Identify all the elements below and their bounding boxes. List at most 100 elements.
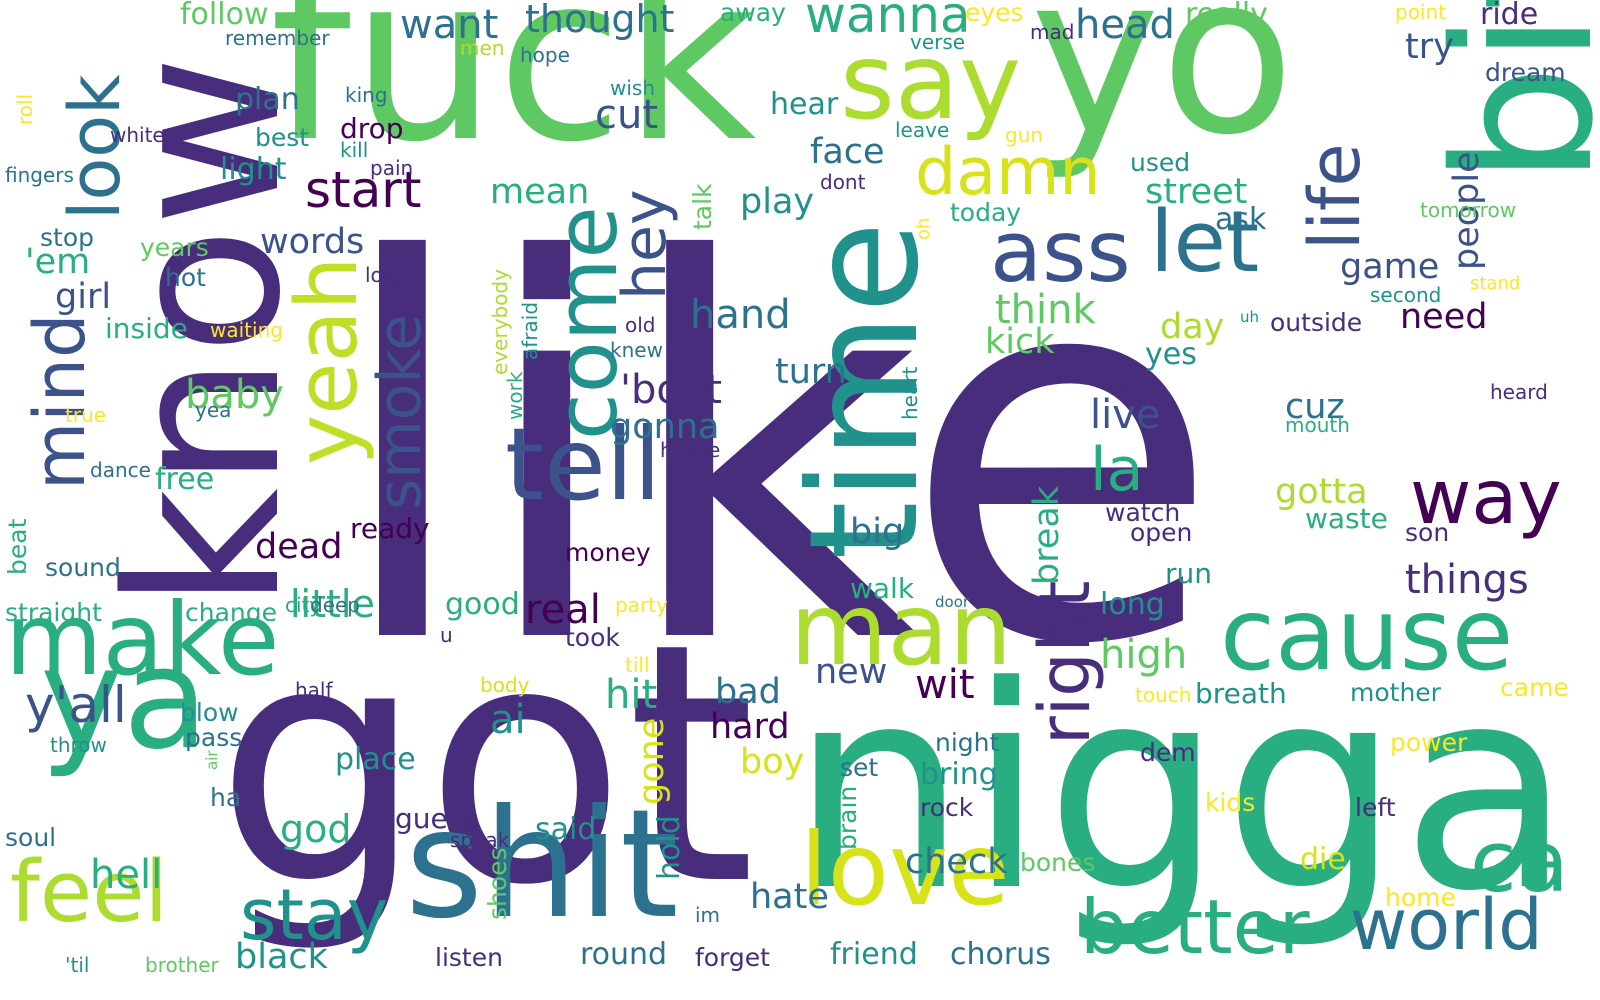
- word-tell: tell: [505, 406, 662, 523]
- word-dream: dream: [1485, 58, 1566, 87]
- word-second: second: [1370, 283, 1442, 307]
- word-mouth: mouth: [1285, 413, 1350, 437]
- word-right: right: [1024, 580, 1106, 745]
- word-think: think: [995, 287, 1096, 333]
- word-hot: hot: [165, 263, 206, 292]
- word-smoke: smoke: [365, 314, 435, 510]
- word-eyes: eyes: [965, 0, 1024, 27]
- word-hold: hold: [652, 815, 687, 880]
- word-thought: thought: [525, 0, 675, 41]
- word-way: way: [1410, 453, 1562, 541]
- word-ai: ai: [490, 697, 526, 743]
- word-really: really: [1185, 0, 1268, 32]
- word-dance: dance: [90, 458, 151, 482]
- word-big: big: [850, 512, 905, 552]
- word-son: son: [1405, 518, 1450, 547]
- word-took: took: [565, 623, 620, 652]
- word-free: free: [155, 462, 215, 497]
- word-sound: sound: [45, 553, 121, 582]
- word-work: work: [503, 371, 527, 420]
- word-gotta: gotta: [1275, 472, 1368, 512]
- word-feel: feel: [10, 843, 169, 942]
- word-verse: verse: [910, 30, 966, 54]
- word-used: used: [1130, 148, 1191, 177]
- word-follow: follow: [180, 0, 269, 32]
- word-away: away: [720, 0, 786, 27]
- word-real: real: [525, 587, 601, 633]
- word-break: break: [1027, 485, 1067, 585]
- word-forget: forget: [695, 943, 770, 972]
- word-set: set: [840, 753, 879, 782]
- word-live: live: [1090, 392, 1161, 438]
- word-black: black: [235, 937, 328, 977]
- word-pass: pass: [185, 723, 243, 752]
- word-la: la: [1090, 435, 1144, 505]
- word-yall: y'all: [25, 676, 127, 734]
- word-uh: uh: [1240, 308, 1260, 326]
- word-try: try: [1405, 27, 1454, 67]
- word-old: old: [625, 313, 656, 337]
- word-ride: ride: [1480, 0, 1539, 32]
- word-today: today: [950, 198, 1022, 227]
- word-love: love: [800, 811, 1010, 928]
- word-touch: touch: [1135, 683, 1192, 707]
- word-start: start: [305, 161, 422, 219]
- word-gone: gone: [632, 717, 672, 805]
- word-face: face: [810, 132, 885, 172]
- word-check: check: [905, 842, 1008, 882]
- word-shit: shit: [405, 778, 679, 952]
- word-stay: stay: [240, 874, 389, 956]
- word-boy: boy: [740, 742, 805, 782]
- word-stand: stand: [1470, 273, 1521, 294]
- word-turn: turn: [775, 352, 847, 392]
- word-soul: soul: [5, 823, 57, 852]
- word-beat: beat: [3, 518, 32, 575]
- word-best: best: [255, 123, 310, 152]
- word-lord: lord: [365, 263, 404, 287]
- word-city: city: [285, 593, 322, 617]
- word-play: play: [740, 182, 815, 222]
- word-home: home: [1385, 883, 1456, 912]
- word-hey: hey: [610, 189, 680, 300]
- word-men: men: [460, 36, 505, 60]
- word-long: long: [1100, 587, 1165, 622]
- word-wit: wit: [915, 662, 975, 708]
- word-die: die: [1300, 842, 1346, 877]
- word-party: party: [615, 593, 668, 617]
- word-ca: ca: [1470, 813, 1569, 912]
- word-straight: straight: [5, 598, 102, 627]
- word-friend: friend: [830, 937, 918, 972]
- word-inside: inside: [105, 312, 188, 345]
- word-place: place: [335, 742, 416, 777]
- word-high: high: [1100, 632, 1188, 678]
- word-plan: plan: [235, 82, 300, 117]
- word-mother: mother: [1350, 678, 1441, 707]
- word-new: new: [815, 652, 888, 692]
- word-brain: brain: [833, 785, 862, 850]
- word-throw: throw: [50, 733, 107, 757]
- word-years: years: [140, 233, 209, 262]
- word-remember: remember: [225, 26, 330, 50]
- word-say: say: [840, 21, 1022, 143]
- word-street: street: [1145, 172, 1248, 212]
- word-day: day: [1160, 307, 1225, 347]
- word-guess: guess: [395, 802, 477, 835]
- word-house: house: [660, 438, 721, 462]
- word-mind: mind: [19, 313, 101, 490]
- word-blow: blow: [180, 698, 239, 727]
- word-nigga: nigga: [790, 627, 1573, 953]
- word-yeah: yeah: [278, 256, 377, 465]
- word-knew: knew: [610, 338, 663, 362]
- word-said: said: [535, 812, 597, 847]
- word-leave: leave: [895, 118, 950, 142]
- word-yes: yes: [1145, 337, 1197, 372]
- word-air: air: [203, 750, 221, 770]
- word-dont: dont: [820, 170, 866, 194]
- word-hope: hope: [520, 43, 570, 67]
- word-im: im: [695, 903, 721, 927]
- word-look: look: [54, 74, 136, 220]
- word-gonna: gonna: [610, 407, 720, 447]
- word-let: let: [1150, 193, 1260, 292]
- word-deep: deep: [310, 593, 360, 617]
